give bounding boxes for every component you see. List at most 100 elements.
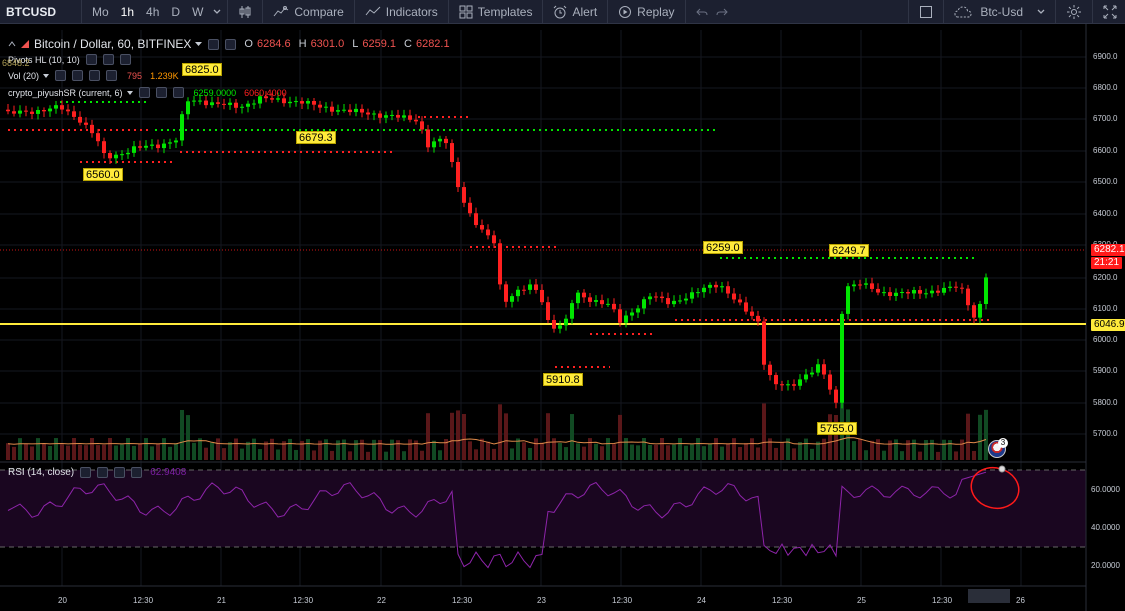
- volume-bar: [18, 438, 22, 460]
- volume-bar: [396, 440, 400, 460]
- toolbar-divider: [542, 0, 544, 24]
- sr-value-1: 6259.0000: [193, 87, 237, 98]
- chevron-down-icon[interactable]: [126, 90, 133, 95]
- compare-icon: [274, 5, 289, 16]
- chevron-down-icon[interactable]: [43, 73, 50, 78]
- sr-legend: crypto_piyushSR (current, 6) 6259.0000 6…: [8, 87, 287, 98]
- settings-icon[interactable]: [72, 70, 84, 81]
- candle-body: [678, 300, 682, 302]
- close-icon[interactable]: [131, 467, 143, 478]
- candle-body: [576, 292, 580, 304]
- close-icon[interactable]: [172, 87, 184, 98]
- undo-button[interactable]: [688, 0, 716, 24]
- collapse-arrow-icon[interactable]: [8, 40, 16, 48]
- volume-bar: [666, 445, 670, 460]
- settings-icon[interactable]: [155, 87, 167, 98]
- volume-bar: [528, 447, 532, 460]
- chart-canvas[interactable]: [0, 24, 1125, 611]
- more-icon[interactable]: [89, 70, 101, 81]
- volume-bar: [714, 438, 718, 460]
- indicators-button[interactable]: Indicators: [357, 0, 446, 24]
- hide-icon[interactable]: [138, 87, 150, 98]
- templates-button[interactable]: Templates: [451, 0, 541, 24]
- candle-body: [156, 144, 160, 149]
- redo-button[interactable]: [716, 0, 736, 24]
- volume-bar: [402, 451, 406, 460]
- candle-body: [750, 311, 754, 316]
- volume-bar: [150, 446, 154, 460]
- hide-icon[interactable]: [208, 38, 220, 50]
- volume-bar: [462, 414, 466, 460]
- interval-w[interactable]: W: [192, 4, 204, 19]
- hide-icon[interactable]: [85, 54, 97, 65]
- settings-icon[interactable]: [225, 38, 237, 50]
- pivots-legend: Pivots HL (10, 10) 6848.2: [2, 54, 131, 68]
- volume-bar: [924, 439, 928, 460]
- candle-body: [690, 292, 694, 299]
- interval-4h[interactable]: 4h: [146, 4, 160, 19]
- candle-body: [606, 303, 610, 305]
- settings-icon[interactable]: [102, 54, 114, 65]
- volume-bar: [498, 404, 502, 460]
- volume-bar: [522, 442, 526, 460]
- settings-button[interactable]: [1058, 0, 1090, 24]
- volume-bar: [330, 450, 334, 460]
- candle-body: [354, 108, 358, 113]
- volume-indicator-label[interactable]: Vol (20): [8, 70, 40, 81]
- price-tick: 5700.0: [1093, 429, 1118, 438]
- drawing-handle[interactable]: [998, 465, 1006, 473]
- chart-type-button[interactable]: [230, 0, 260, 24]
- undo-icon: [695, 8, 708, 15]
- time-tick: 21: [217, 596, 226, 605]
- candle-body: [966, 288, 970, 306]
- volume-bar: [234, 438, 238, 460]
- volume-bar: [540, 442, 544, 460]
- close-icon[interactable]: [106, 70, 118, 81]
- volume-bar: [276, 449, 280, 460]
- toolbar-divider: [908, 0, 910, 24]
- replay-button[interactable]: Replay: [610, 0, 682, 24]
- candle-body: [366, 112, 370, 115]
- sr-indicator-label[interactable]: crypto_piyushSR (current, 6): [8, 87, 123, 98]
- candle-body: [474, 213, 478, 226]
- snapshot-button[interactable]: [1095, 0, 1125, 24]
- candle-body: [480, 225, 484, 230]
- volume-bar: [738, 447, 742, 460]
- last-price-flag: 6282.1: [1091, 244, 1125, 256]
- candle-body: [888, 292, 892, 296]
- rsi-indicator-label[interactable]: RSI (14, close): [8, 467, 75, 478]
- candle-body: [960, 287, 964, 289]
- pivot-label: 5755.0: [817, 422, 857, 435]
- more-icon[interactable]: [114, 467, 126, 478]
- pivot-label: 6825.0: [182, 63, 222, 76]
- candle-body: [372, 113, 376, 115]
- chevron-down-icon[interactable]: [195, 41, 203, 47]
- candle-body: [924, 293, 928, 295]
- interval-dropdown-icon[interactable]: [209, 0, 225, 24]
- candle-body: [852, 284, 856, 287]
- events-count: 3: [998, 438, 1008, 448]
- templates-label: Templates: [477, 4, 533, 19]
- symbol-title[interactable]: Bitcoin / Dollar, 60, BITFINEX: [34, 37, 192, 51]
- interval-mo[interactable]: Mo: [92, 4, 109, 19]
- time-tick: 20: [58, 596, 67, 605]
- hide-icon[interactable]: [55, 70, 67, 81]
- volume-bar: [444, 439, 448, 460]
- interval-1h[interactable]: 1h: [120, 4, 135, 19]
- layout-selector[interactable]: Btc-Usd: [946, 5, 1053, 19]
- candle-body: [810, 372, 814, 375]
- settings-icon[interactable]: [97, 467, 109, 478]
- candle-body: [294, 101, 298, 103]
- candle-body: [114, 154, 118, 159]
- candle-body: [942, 287, 946, 293]
- alert-button[interactable]: Alert: [545, 0, 605, 24]
- fullscreen-button[interactable]: [911, 0, 941, 24]
- symbol-search[interactable]: BTCUSD: [0, 0, 82, 24]
- compare-button[interactable]: Compare: [265, 0, 351, 24]
- volume-bar: [756, 447, 760, 460]
- hide-icon[interactable]: [80, 467, 92, 478]
- volume-bar: [918, 451, 922, 460]
- pivots-indicator-label[interactable]: Pivots HL (10, 10): [8, 54, 80, 65]
- interval-d[interactable]: D: [171, 4, 181, 19]
- close-icon[interactable]: [119, 54, 131, 65]
